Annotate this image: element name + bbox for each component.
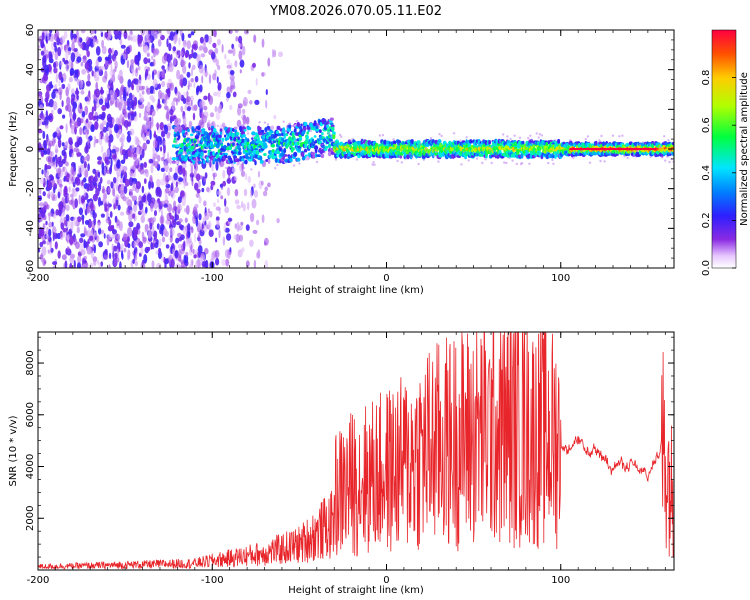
spectrogram-x-tick-label: -200 [27, 273, 50, 284]
colorbar-tick-label: 0.8 [701, 70, 712, 86]
spectrogram-y-tick-label: -40 [25, 220, 36, 236]
colorbar-label: Normalized spectral amplitude [739, 72, 750, 226]
colorbar-tick-label: 0.2 [701, 212, 712, 228]
spectrogram-y-tick-label: 20 [25, 103, 36, 116]
colorbar-gradient [711, 29, 737, 269]
spectrogram-x-tick-label: -100 [201, 273, 224, 284]
spectrogram-y-tick-label: 0 [25, 146, 36, 152]
spectrogram-y-tick-label: 40 [25, 63, 36, 76]
spectrogram-y-tick-label: -60 [25, 260, 36, 276]
snr-frame [37, 331, 675, 571]
spectrogram-x-tick-label: 0 [383, 273, 389, 284]
spectrogram-x-axis-label: Height of straight line (km) [288, 285, 424, 296]
colorbar-ticks: 0.0 0.2 0.4 0.6 0.8 [701, 70, 736, 276]
snr-y-tick-label: 8000 [25, 350, 36, 375]
snr-x-tick-label: 0 [383, 575, 389, 586]
chart-title: YM08.2026.070.05.11.E02 [269, 4, 442, 19]
colorbar: 0.0 0.2 0.4 0.6 0.8 Normalized spectral ampl… [701, 29, 750, 276]
snr-x-tick-label: -200 [27, 575, 50, 586]
spectrogram-marks [38, 30, 674, 268]
snr-panel: -200 -100 0 100 2000 4000 6000 8000 Height of s… [8, 331, 675, 596]
spectrogram-y-tick-label: -20 [25, 180, 36, 196]
snr-x-tick-label: -100 [201, 575, 224, 586]
snr-y-tick-label: 6000 [25, 402, 36, 427]
colorbar-tick-label: 0.4 [701, 165, 712, 181]
snr-series-line [38, 332, 674, 570]
spectrogram-y-axis-label: Frequency (Hz) [8, 111, 19, 187]
colorbar-tick-label: 0.6 [701, 117, 712, 133]
spectrogram-y-tick-label: 60 [25, 24, 36, 37]
colorbar-tick-label: 0.0 [701, 260, 712, 276]
snr-y-tick-label: 2000 [25, 506, 36, 531]
spectrogram-x-tick-label: 100 [551, 273, 570, 284]
snr-y-axis-label: SNR (10 * v/v) [8, 415, 19, 486]
snr-y-tick-label: 4000 [25, 454, 36, 479]
snr-x-tick-label: 100 [551, 575, 570, 586]
snr-ticks: -200 -100 0 100 2000 4000 6000 8000 [25, 332, 674, 586]
spectrogram-ticks: -200 -100 0 100 60 40 20 0 -20 -40 -60 [25, 24, 674, 284]
snr-x-axis-label: Height of straight line (km) [288, 585, 424, 596]
spectrogram-panel: -200 -100 0 100 60 40 20 0 -20 -40 -60 Height of s… [8, 24, 675, 296]
